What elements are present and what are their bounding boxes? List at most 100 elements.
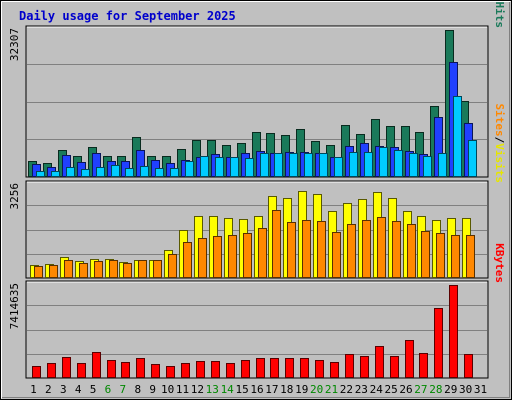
x-tick-label: 4 bbox=[75, 383, 82, 396]
bar-sites-day-11 bbox=[183, 242, 192, 278]
bar-sites-day-16 bbox=[258, 228, 267, 278]
x-tick-label: 31 bbox=[474, 383, 487, 396]
legend-separator: / bbox=[493, 0, 506, 2]
bar-sites-day-20 bbox=[317, 221, 326, 278]
x-tick-label: 19 bbox=[295, 383, 308, 396]
bar-pages-day-1 bbox=[36, 171, 45, 177]
x-tick-label: 25 bbox=[385, 383, 398, 396]
bar-kbytes-day-9 bbox=[151, 364, 160, 378]
bar-kbytes-day-23 bbox=[360, 356, 369, 378]
bar-sites-day-15 bbox=[243, 233, 252, 278]
x-tick-label: 14 bbox=[221, 383, 235, 396]
bar-pages-day-16 bbox=[260, 153, 269, 177]
bar-pages-day-21 bbox=[334, 157, 343, 177]
bar-kbytes-day-15 bbox=[241, 360, 250, 378]
x-tick-label: 15 bbox=[235, 383, 248, 396]
x-tick-label: 1 bbox=[30, 383, 37, 396]
x-tick-label: 18 bbox=[280, 383, 293, 396]
bar-kbytes-day-2 bbox=[47, 363, 56, 378]
bar-pages-day-4 bbox=[81, 169, 90, 177]
bar-sites-day-14 bbox=[228, 235, 237, 278]
bar-pages-day-8 bbox=[140, 166, 149, 177]
bar-sites-day-1 bbox=[34, 266, 43, 278]
bar-pages-day-6 bbox=[111, 165, 120, 177]
x-tick-label: 5 bbox=[90, 383, 97, 396]
bar-pages-day-25 bbox=[394, 150, 403, 177]
x-axis: 1 2 3 4 5 6 7 8 9 10 11 12 13 14 15 16 17 18 19 20 21 22 23 24 2… bbox=[30, 383, 487, 396]
x-tick-label: 11 bbox=[176, 383, 189, 396]
bar-kbytes-day-18 bbox=[285, 358, 294, 378]
x-tick-label: 7 bbox=[120, 383, 127, 396]
axis-legend-kbytes: KBytes bbox=[493, 243, 506, 283]
bar-sites-day-22 bbox=[347, 224, 356, 278]
bar-kbytes-day-8 bbox=[136, 358, 145, 378]
max-label-kbytes: 7414635 bbox=[8, 283, 21, 329]
bar-kbytes-day-19 bbox=[300, 358, 309, 378]
x-tick-label: 29 bbox=[444, 383, 457, 396]
bar-kbytes-day-16 bbox=[256, 358, 265, 378]
bar-kbytes-day-30 bbox=[464, 354, 473, 378]
bar-kbytes-day-7 bbox=[121, 362, 130, 378]
bar-kbytes-day-10 bbox=[166, 366, 175, 378]
bar-pages-day-13 bbox=[215, 157, 224, 177]
bar-sites-day-18 bbox=[287, 222, 296, 278]
bar-pages-day-17 bbox=[274, 153, 283, 177]
bar-pages-day-27 bbox=[423, 156, 432, 177]
bar-kbytes-day-12 bbox=[196, 361, 205, 378]
bar-sites-day-8 bbox=[138, 260, 147, 278]
bar-pages-day-11 bbox=[185, 161, 194, 177]
bar-sites-day-23 bbox=[362, 220, 371, 278]
x-tick-label: 21 bbox=[325, 383, 338, 396]
bar-pages-day-12 bbox=[200, 156, 209, 177]
legend-separator: / bbox=[493, 137, 506, 144]
legend-visits: Visits bbox=[493, 143, 506, 183]
panel-hits: 32307 Pages/Files/Hits bbox=[8, 0, 506, 178]
bar-kbytes-day-3 bbox=[62, 357, 71, 378]
bar-kbytes-day-28 bbox=[434, 308, 443, 378]
x-tick-label: 9 bbox=[149, 383, 156, 396]
bar-kbytes-day-14 bbox=[226, 363, 235, 378]
bar-pages-day-5 bbox=[96, 167, 105, 177]
x-tick-label: 12 bbox=[191, 383, 204, 396]
bar-sites-day-10 bbox=[168, 254, 177, 278]
x-tick-label: 22 bbox=[340, 383, 353, 396]
bar-sites-day-7 bbox=[123, 263, 132, 278]
bar-sites-day-26 bbox=[407, 224, 416, 278]
bar-sites-day-9 bbox=[153, 260, 162, 278]
bar-sites-day-19 bbox=[302, 220, 311, 278]
bar-sites-day-17 bbox=[272, 210, 281, 278]
bar-kbytes-day-5 bbox=[92, 352, 101, 378]
bar-pages-day-14 bbox=[230, 157, 239, 177]
bar-kbytes-day-20 bbox=[315, 360, 324, 378]
bar-pages-day-20 bbox=[319, 153, 328, 177]
bar-sites-day-21 bbox=[332, 232, 341, 278]
x-tick-label: 13 bbox=[206, 383, 219, 396]
bar-sites-day-13 bbox=[213, 236, 222, 278]
bar-pages-day-28 bbox=[438, 153, 447, 177]
bar-kbytes-day-29 bbox=[449, 285, 458, 378]
x-tick-label: 23 bbox=[355, 383, 368, 396]
bar-sites-day-25 bbox=[392, 221, 401, 278]
bar-pages-day-26 bbox=[409, 153, 418, 177]
bar-pages-day-7 bbox=[125, 168, 134, 177]
bar-pages-day-29 bbox=[453, 96, 462, 177]
x-tick-label: 8 bbox=[134, 383, 141, 396]
bar-kbytes-day-11 bbox=[181, 363, 190, 378]
bar-pages-day-18 bbox=[289, 153, 298, 177]
x-tick-label: 6 bbox=[105, 383, 112, 396]
bar-kbytes-day-6 bbox=[107, 360, 116, 378]
x-tick-label: 20 bbox=[310, 383, 323, 396]
bar-kbytes-day-25 bbox=[390, 356, 399, 378]
bar-sites-day-6 bbox=[109, 260, 118, 278]
bar-sites-day-2 bbox=[49, 265, 58, 278]
panel-visits: 3256 Sites/Visits bbox=[8, 104, 506, 279]
bar-kbytes-day-27 bbox=[419, 353, 428, 378]
bar-kbytes-day-17 bbox=[270, 358, 279, 378]
x-tick-label: 17 bbox=[265, 383, 278, 396]
bar-sites-day-29 bbox=[451, 235, 460, 278]
bar-kbytes-day-22 bbox=[345, 354, 354, 378]
axis-legend-visits: Sites/Visits bbox=[493, 104, 506, 184]
bar-kbytes-day-24 bbox=[375, 346, 384, 378]
